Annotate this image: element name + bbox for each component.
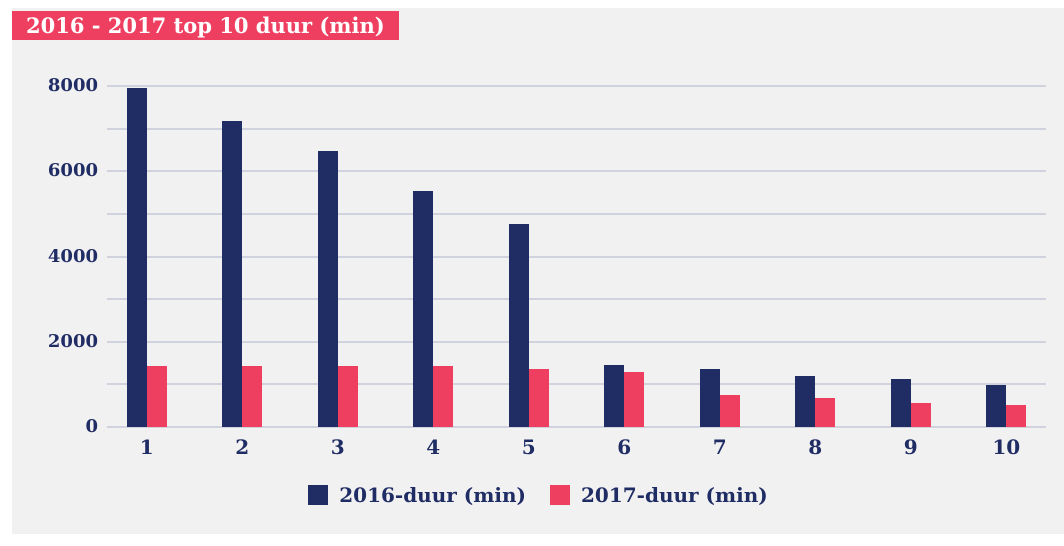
legend-label-2016: 2016-duur (min)	[339, 483, 526, 507]
gridline	[107, 127, 1046, 130]
bar-2016	[890, 379, 911, 427]
chart-title-banner: 2016 - 2017 top 10 duur (min)	[12, 11, 399, 40]
x-tick-label: 3	[330, 435, 345, 459]
legend: 2016-duur (min) 2017-duur (min)	[12, 483, 1064, 507]
gridline	[107, 212, 1046, 215]
x-tick-label: 10	[992, 435, 1021, 459]
legend-label-2017: 2017-duur (min)	[581, 483, 768, 507]
gridline	[107, 426, 1046, 428]
bar-group	[577, 86, 673, 427]
bar-2016	[317, 150, 338, 427]
x-tick-label: 4	[426, 435, 441, 459]
x-tick-label: 5	[521, 435, 536, 459]
bars-layer	[99, 86, 1054, 427]
bar-2016	[986, 384, 1007, 427]
bar-group	[386, 86, 482, 427]
bar-group	[959, 86, 1055, 427]
x-tick-label: 8	[808, 435, 823, 459]
bar-2016	[413, 190, 434, 427]
gridline	[107, 85, 1046, 87]
x-tick-label: 1	[139, 435, 154, 459]
bar-group	[99, 86, 195, 427]
gridline	[107, 255, 1046, 258]
chart-panel: 2016 - 2017 top 10 duur (min) 0 2000 4000 6…	[12, 8, 1064, 534]
gridline	[107, 170, 1046, 173]
legend-swatch-2017	[550, 485, 570, 505]
bar-2016	[508, 223, 529, 427]
bar-group	[863, 86, 959, 427]
bar-2017	[242, 365, 263, 427]
gridline	[107, 298, 1046, 301]
bar-2017	[815, 398, 836, 427]
bar-2016	[699, 368, 720, 427]
legend-swatch-2016	[308, 485, 329, 505]
gridline	[107, 383, 1046, 386]
x-tick-label: 2	[235, 435, 250, 459]
bar-group	[672, 86, 768, 427]
bar-2017	[433, 365, 454, 427]
bar-2017	[1006, 405, 1027, 427]
x-tick-label: 7	[712, 435, 727, 459]
bar-group	[195, 86, 291, 427]
bar-2017	[146, 365, 167, 427]
x-tick-label: 9	[903, 435, 918, 459]
x-tick-label: 6	[617, 435, 632, 459]
bar-2017	[719, 395, 740, 427]
legend-item-2016: 2016-duur (min)	[308, 483, 526, 507]
bar-2016	[604, 364, 625, 427]
plot-area: 0 2000 4000 6000 8000 1 2 3 4 5 6 7 8 9 10	[48, 77, 1046, 459]
bar-2017	[337, 365, 358, 427]
bar-2017	[528, 368, 549, 427]
bar-2017	[624, 372, 645, 427]
bar-2016	[126, 88, 147, 427]
gridline	[107, 340, 1046, 343]
bar-2016	[222, 120, 243, 427]
bar-group	[290, 86, 386, 427]
bar-2016	[795, 376, 816, 427]
bar-group	[481, 86, 577, 427]
bar-group	[768, 86, 864, 427]
x-axis: 1 2 3 4 5 6 7 8 9 10	[99, 435, 1054, 459]
legend-item-2017: 2017-duur (min)	[550, 483, 768, 507]
bar-2017	[910, 403, 931, 427]
